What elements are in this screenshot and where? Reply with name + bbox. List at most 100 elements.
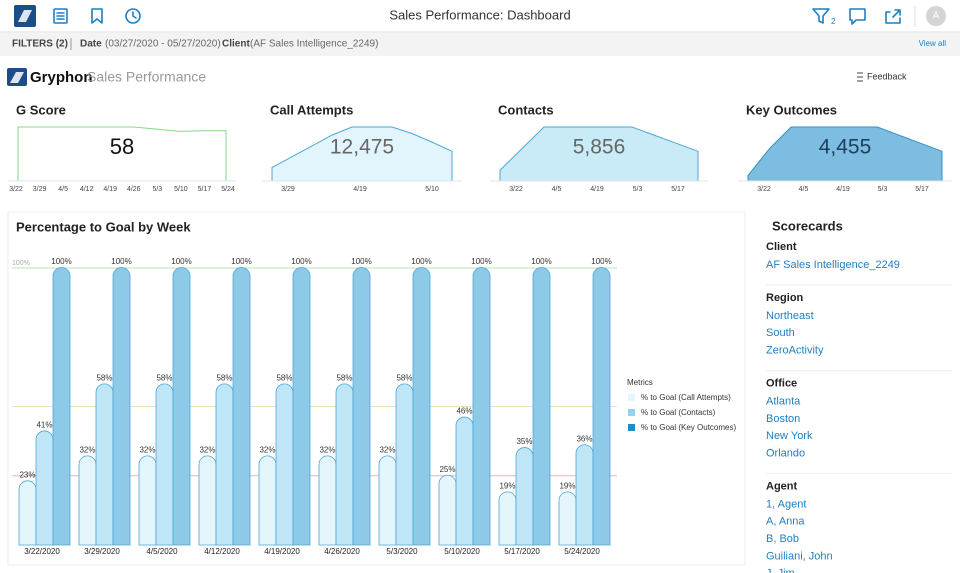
scorecards-list: Client AF Sales Intelligence_2249 Region No… — [766, 241, 952, 573]
data-label: 58% — [276, 373, 292, 382]
kpi-title: Contacts — [498, 102, 554, 117]
filter-value: (03/27/2020 - 05/27/2020) — [105, 39, 221, 50]
bar[interactable] — [378, 455, 397, 546]
bar[interactable] — [215, 383, 234, 546]
brand-logo — [7, 68, 27, 86]
x-tick-label: 5/17/2020 — [504, 547, 540, 556]
scorecard-link[interactable]: A, Anna — [766, 516, 805, 528]
scorecard-link[interactable]: ZeroActivity — [766, 345, 824, 357]
kpi-axis-label: 3/22 — [509, 186, 523, 193]
scorecard-link[interactable]: Atlanta — [766, 396, 801, 408]
bar[interactable] — [35, 430, 54, 546]
scorecard-link[interactable]: AF Sales Intelligence_2249 — [766, 259, 900, 271]
kpi-axis-label: 3/22 — [9, 186, 23, 193]
data-label: 32% — [259, 445, 275, 454]
feedback-button[interactable]: Feedback — [867, 71, 907, 81]
filters-label[interactable]: FILTERS (2) — [12, 39, 68, 50]
bar[interactable] — [412, 267, 431, 546]
bar[interactable] — [258, 455, 277, 546]
kpi-axis-label: 5/17 — [915, 186, 929, 193]
data-label: 58% — [396, 373, 412, 382]
bar[interactable] — [558, 491, 577, 546]
share-icon[interactable] — [885, 9, 901, 24]
bar[interactable] — [155, 383, 174, 546]
avatar-initial: A — [933, 11, 940, 22]
legend-swatch — [628, 424, 635, 431]
bar[interactable] — [352, 267, 371, 546]
kpi-axis-label: 4/5 — [552, 186, 562, 193]
bar[interactable] — [472, 267, 491, 546]
legend-label[interactable]: % to Goal (Key Outcomes) — [641, 423, 736, 432]
data-label: 36% — [576, 434, 592, 443]
list-icon[interactable] — [53, 8, 68, 24]
bar[interactable] — [172, 267, 191, 546]
scorecard-link[interactable]: B, Bob — [766, 533, 799, 545]
legend-label[interactable]: % to Goal (Contacts) — [641, 408, 716, 417]
data-label: 100% — [291, 257, 311, 266]
bar[interactable] — [532, 267, 551, 546]
scorecard-link[interactable]: New York — [766, 430, 813, 442]
scorecard-link[interactable]: Boston — [766, 413, 800, 425]
data-label: 100% — [111, 257, 131, 266]
avatar[interactable] — [926, 6, 946, 26]
bar[interactable] — [318, 455, 337, 546]
bookmark-icon[interactable] — [91, 8, 103, 24]
data-label: 58% — [96, 373, 112, 382]
bar[interactable] — [112, 267, 131, 546]
scorecard-link[interactable]: J, Jim — [766, 568, 795, 573]
feedback-icon — [857, 72, 863, 82]
bar[interactable] — [292, 267, 311, 546]
bar[interactable] — [335, 383, 354, 546]
kpi-axis-label: 4/19 — [353, 186, 367, 193]
data-label: 41% — [36, 421, 52, 430]
bar[interactable] — [18, 480, 37, 546]
kpi-axis-label: 4/5 — [58, 186, 68, 193]
bar[interactable] — [592, 267, 611, 546]
kpi-axis-label: 5/17 — [198, 186, 212, 193]
data-label: 32% — [379, 445, 395, 454]
filter-icon[interactable] — [812, 8, 830, 24]
history-icon[interactable] — [125, 8, 141, 24]
bar[interactable] — [438, 474, 457, 546]
kpi-axis-label: 5/17 — [671, 186, 685, 193]
bar[interactable] — [498, 491, 517, 546]
data-label: 100% — [231, 257, 251, 266]
x-tick-label: 4/26/2020 — [324, 547, 360, 556]
scorecard-link[interactable]: Orlando — [766, 447, 805, 459]
kpi-axis-label: 5/10 — [425, 186, 439, 193]
filter-name: Client — [222, 39, 250, 50]
data-label: 35% — [516, 437, 532, 446]
kpi-sparkline — [747, 126, 943, 182]
bar[interactable] — [78, 455, 97, 546]
kpi-axis-label: 3/29 — [281, 186, 295, 193]
bar[interactable] — [198, 455, 217, 546]
filter-value: (AF Sales Intelligence_2249) — [250, 39, 378, 50]
comment-icon[interactable] — [849, 8, 866, 25]
bar[interactable] — [52, 267, 71, 546]
bar[interactable] — [95, 383, 114, 546]
bar[interactable] — [575, 444, 594, 546]
legend-label[interactable]: % to Goal (Call Attempts) — [641, 393, 731, 402]
kpi-value: 12,475 — [330, 136, 394, 159]
scorecard-link[interactable]: Northeast — [766, 310, 814, 322]
section-label: Office — [766, 378, 797, 390]
data-label: 100% — [171, 257, 191, 266]
kpi-sparkline — [499, 126, 699, 182]
top-bar — [0, 0, 960, 32]
bar[interactable] — [232, 267, 251, 546]
bar[interactable] — [455, 416, 474, 546]
section-label: Agent — [766, 480, 798, 492]
scorecard-link[interactable]: 1, Agent — [766, 498, 806, 510]
bar[interactable] — [138, 455, 157, 546]
bar[interactable] — [275, 383, 294, 546]
scorecard-link[interactable]: Guiliani, John — [766, 550, 833, 562]
bar[interactable] — [395, 383, 414, 546]
view-all-link[interactable]: View all — [919, 39, 947, 48]
bar[interactable] — [515, 447, 534, 546]
scorecard-link[interactable]: South — [766, 327, 795, 339]
app-logo[interactable] — [14, 5, 36, 27]
data-label: 46% — [456, 407, 472, 416]
kpi-title: G Score — [16, 102, 66, 117]
legend-swatch — [628, 394, 635, 401]
